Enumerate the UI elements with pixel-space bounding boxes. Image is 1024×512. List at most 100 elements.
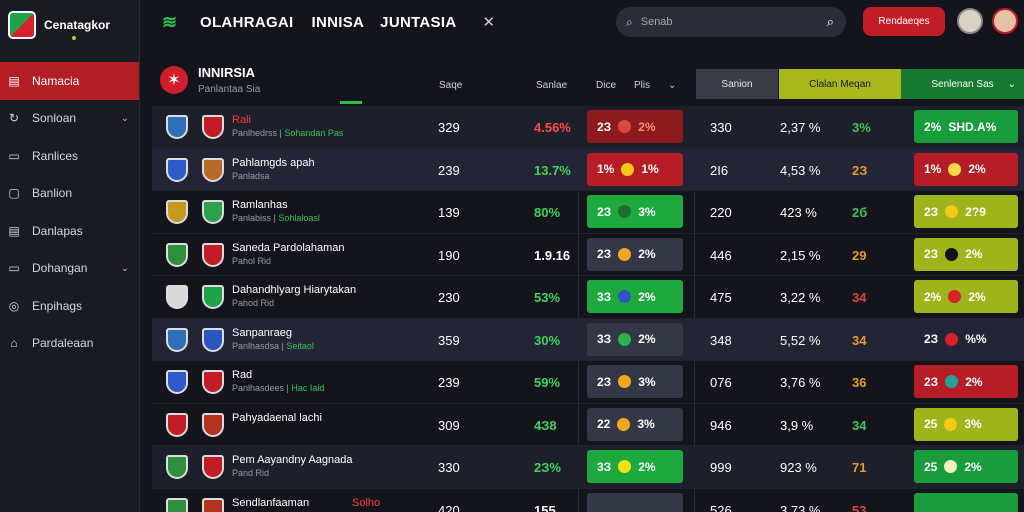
match-name[interactable]: Rali [232,114,251,126]
odds-value: 25 [924,459,938,474]
sidebar-item-enpihags[interactable]: ◎ Enpihags [0,287,139,325]
match-name[interactable]: Rad [232,369,253,381]
column-header-plis[interactable]: Plis [634,80,651,91]
odds-button[interactable]: 2З 2?9 [914,195,1018,228]
odds-percent: 2% [965,374,983,389]
search-input[interactable]: ⌕ Senab ⌕ [616,7,846,37]
table-row[interactable]: Rad Panlhasdees | Нас Іаіd 239 59% 2З 3% 076 3,… [152,361,1024,404]
odds-button[interactable]: 3З 2% [587,322,683,356]
avatar[interactable] [957,8,983,34]
column-header-saqe[interactable]: Saqe [439,80,463,91]
table-row[interactable]: Pem Aayandny Aagnada Pand Rid 330 2З% 3З 2% 99… [152,446,1024,489]
value-saqe: 139 [438,205,460,220]
table-row[interactable]: Rali Panlhedrss | Sohandan Pas 329 4.56% 2З 2… [152,106,1024,149]
value-saqe: 330 [438,460,460,475]
team-crest-icon [202,412,224,437]
tab-innisa[interactable]: INNISA [311,13,365,31]
odds-dot-icon [948,290,962,303]
odds-button[interactable]: 2З 3% [587,195,683,228]
search-submit-icon[interactable]: ⌕ [826,14,834,29]
odds-button[interactable]: 2З 2% [914,365,1018,398]
value-clalan: 5,52 % [780,332,821,348]
match-name[interactable]: Pahlamgds apah [232,156,315,169]
register-button[interactable]: Rendaeqes [863,7,945,36]
odds-button[interactable]: 3З 2% [587,280,683,313]
chevron-down-icon[interactable]: ⌄ [1007,78,1016,90]
column-header-sanlae[interactable]: Sanlae [536,80,568,91]
refresh-icon: ↻ [8,111,20,126]
odds-button[interactable]: 2З 3% [587,365,683,398]
odds-button[interactable]: 2% SHD.A% [914,110,1018,143]
sport-logo-icon[interactable]: ≋ [162,11,178,32]
value-sanlae: 155 [534,502,556,512]
close-icon[interactable]: ✕ [482,14,496,31]
value-saqe: 190 [438,247,460,263]
team-crest-icon [166,115,188,139]
odds-button[interactable] [587,492,683,512]
sidebar-item-dohangan[interactable]: ▭ Dohangan ⌄ [0,250,139,288]
value-sanion: 999 [710,460,732,475]
chevron-down-icon[interactable]: ⌄ [668,80,677,91]
odds-button[interactable]: 2З%% [914,322,1018,356]
sidebar-item-danlapas[interactable]: ▤ Danlapas [0,212,139,250]
user-avatar[interactable] [992,8,1018,34]
odds-button[interactable]: 2З 2% [914,237,1018,271]
match-name[interactable]: Pahyadaenal lachi [232,411,322,424]
column-header-dice[interactable]: Dice [596,80,617,91]
match-name[interactable]: Dahandhlyarg Hiarytakan [232,284,357,296]
odds-button[interactable]: 2З 2% [587,237,683,271]
sidebar-item-namacia[interactable]: ▤ Namacia [0,62,139,100]
match-subtitle: Pahol Rid [232,256,271,266]
value-sanion: 076 [710,375,732,390]
sidebar-item-pardaleaan[interactable]: ⌂ Pardaleaan [0,325,139,363]
match-name[interactable]: Pem Aayandny Aagnada [232,454,353,466]
odds-button[interactable] [914,492,1018,512]
odds-button[interactable]: 2% 2% [914,280,1018,313]
odds-button[interactable]: 25 3% [914,407,1018,441]
match-name[interactable]: Saneda Pardolahaman [232,241,345,254]
odds-percent: 2% [968,289,986,304]
sidebar-item-ranlices[interactable]: ▭ Ranlices [0,137,139,175]
odds-button[interactable]: 1% 1% [587,152,683,186]
odds-button[interactable]: 22 3% [587,407,683,441]
match-name[interactable]: Sendlanfaaman [232,496,310,509]
tab-juntasia[interactable]: JUNTASIA [380,13,457,31]
chevron-down-icon[interactable]: ⌄ [120,112,129,124]
value-sanion: 348 [710,332,732,348]
match-subtitle-text: Panlhedrss [232,128,278,138]
odds-button[interactable]: 1% 2% [914,152,1018,186]
odds-button[interactable]: 25 2% [914,450,1018,483]
value-sanion: 220 [710,205,732,220]
group-header-olive[interactable]: Clalan Meqan [779,69,901,99]
match-name[interactable]: Ramlanhas [232,199,288,211]
odds-value: 2З [924,332,939,346]
table-row[interactable]: Dahandhlyarg Hiarytakan Pahod Rid 230 53% 3З… [152,276,1024,319]
team-crest-icon [202,370,224,394]
value-meqan: 53 [852,502,867,512]
odds-percent: 3% [637,417,655,431]
odds-value: 2% [924,289,942,304]
odds-value: 2З [924,374,939,389]
odds-button[interactable]: 3З 2% [587,450,683,483]
table-row[interactable]: Sendlanfaaman Solho 420 155 526 3,73 % 53 [152,489,1024,512]
sidebar-item-banlion[interactable]: ▢ Banlion [0,175,139,213]
team-crest-icon [166,455,188,479]
table-row[interactable]: Sanpanraeg Panlhasdsa | Seitaol 359 30% 3З 2%… [152,318,1024,361]
table-row[interactable]: Pahyadaenal lachi 309 4З8 22 3% 946 3,9 % 34 25 3… [152,404,1024,446]
team-crest-icon [166,157,188,182]
match-name[interactable]: Sanpanraeg [232,326,292,339]
table-row[interactable]: Ramlanhas Panlabiss | Sohlaloasl 139 80% 2З 3… [152,191,1024,234]
table-row[interactable]: Saneda Pardolahaman Pahol Rid 190 1.9.16 2З 2… [152,234,1024,276]
chevron-down-icon[interactable]: ⌄ [120,262,129,274]
group-header-green[interactable]: Senlenan Sas ⌄ [901,69,1024,99]
odds-button[interactable]: 2З 2% [587,110,683,143]
group-header-sanion[interactable]: Sanion [696,69,778,99]
odds-value: 3З [597,289,612,304]
sidebar-item-sonloan[interactable]: ↻ Sonloan ⌄ [0,100,139,138]
tab-olahragai[interactable]: OLAHRAGAI [200,13,294,31]
table-row[interactable]: Pahlamgds apah Panladsa 239 13.7% 1% 1% 2I6 4,5… [152,148,1024,191]
brand[interactable]: Cenatagkor [0,0,139,50]
match-subtitle: Panlhedrss | Sohandan Pas [232,128,343,138]
match-subtitle-text: Panlhasdees [232,383,285,393]
